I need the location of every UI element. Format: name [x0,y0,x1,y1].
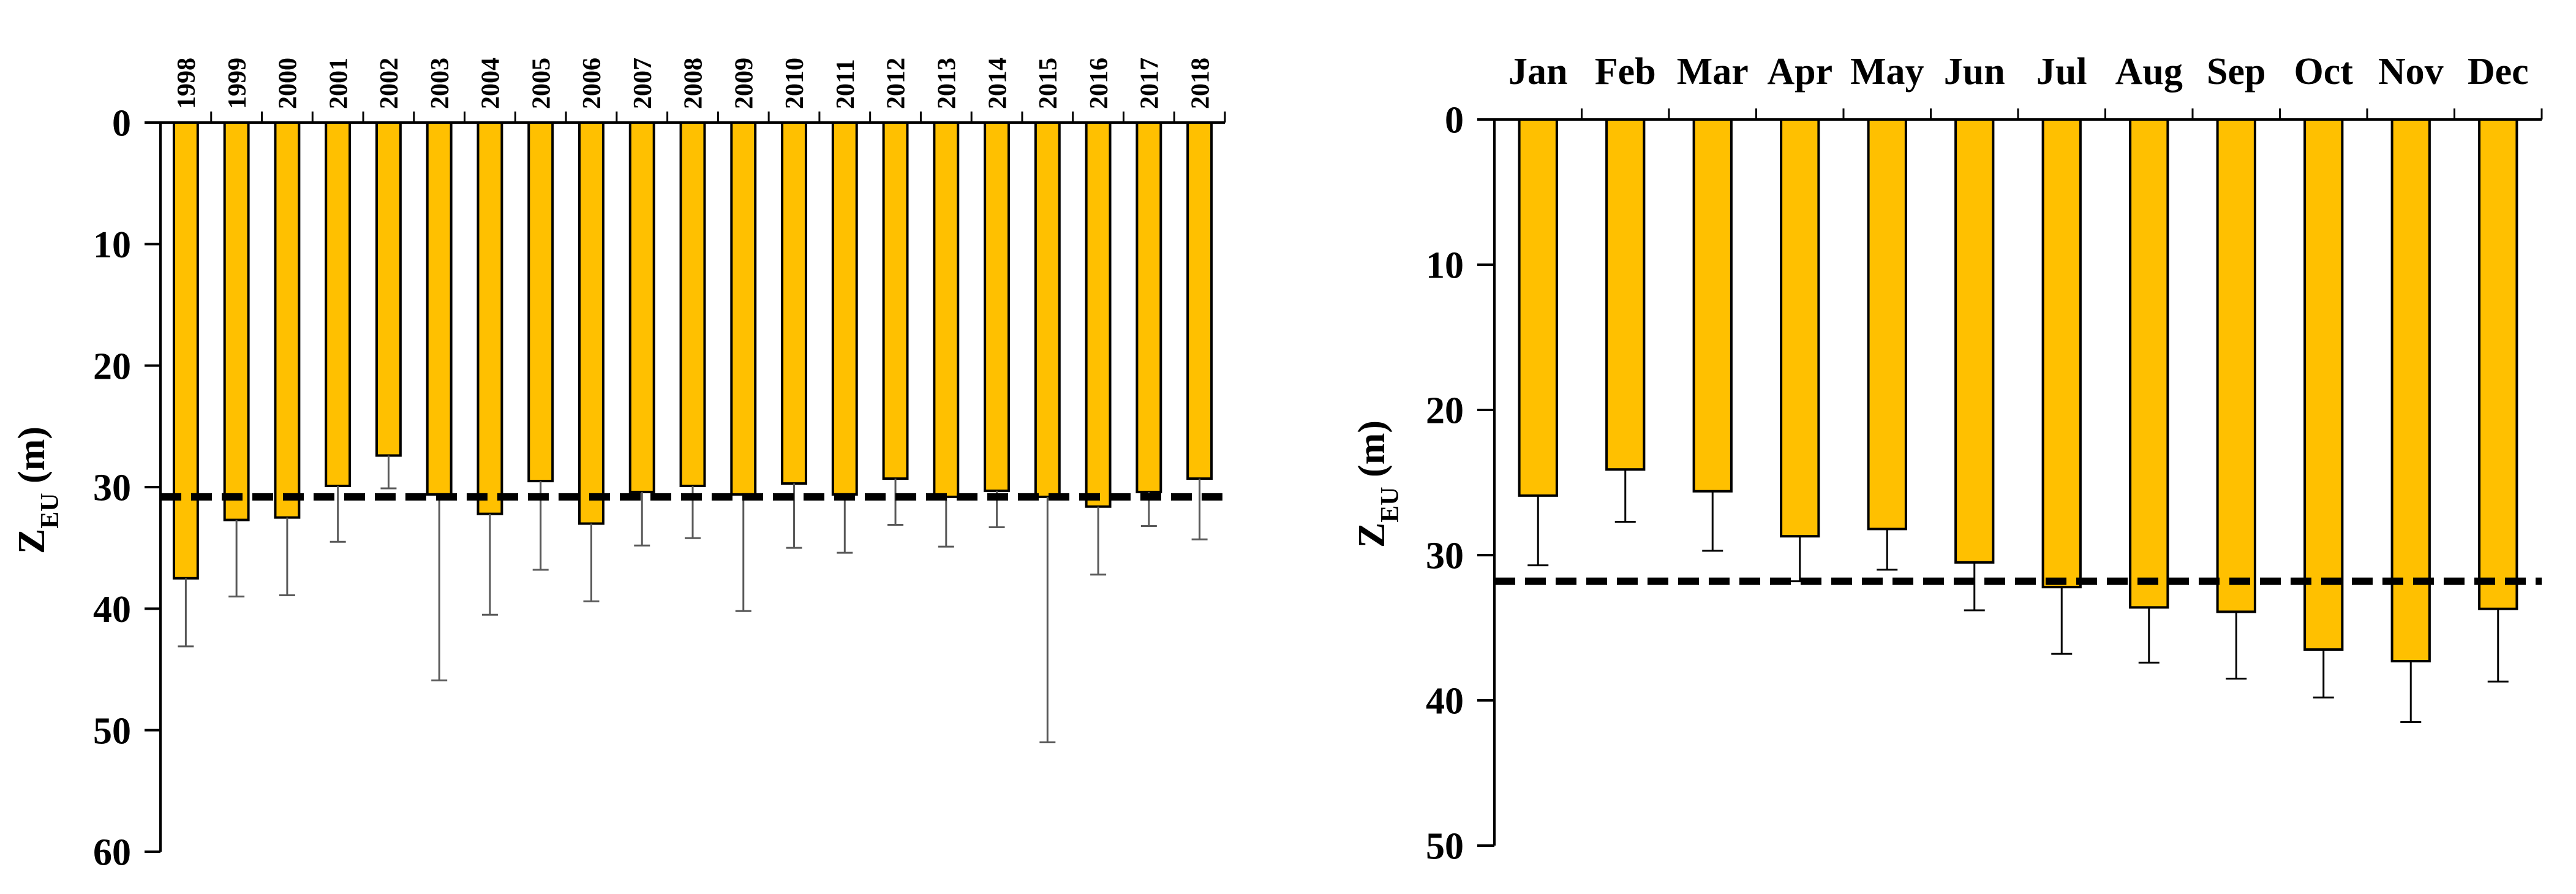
bar [578,121,604,525]
y-tick-label: 10 [93,224,131,266]
bar [831,121,858,496]
bar [172,121,199,580]
bar [984,121,1011,492]
x-tick-label: 2000 [274,58,303,109]
x-tick-label: 2002 [375,58,404,109]
x-tick-label: 2015 [1034,58,1063,109]
bar [1954,118,1995,564]
bar [679,121,706,488]
x-tick-label: Jan [1508,51,1567,93]
x-tick-label: Dec [2468,51,2529,93]
bar [1135,121,1162,493]
bar [1186,121,1213,480]
x-tick-label: Nov [2378,51,2444,93]
bar [2041,118,2082,589]
bar [628,121,655,493]
bar [1867,118,1907,531]
x-tick-label: Feb [1595,51,1656,93]
x-tick-label: 2011 [832,59,860,109]
x-tick-label: Aug [2115,51,2183,93]
x-tick-label: May [1850,51,1924,93]
x-tick-label: 2005 [527,58,555,109]
x-tick-label: Apr [1767,51,1832,93]
x-tick-label: 2006 [578,58,606,109]
y-tick-label: 40 [93,589,131,631]
x-tick-label: 2001 [325,58,353,109]
x-tick-label: 2013 [933,58,962,109]
x-tick-label: 2014 [984,58,1012,109]
x-tick-label: 2010 [781,58,809,109]
x-tick-label: Sep [2207,51,2265,93]
x-tick-label: 2008 [680,58,708,109]
x-tick-label: Jun [1944,51,2005,93]
bar [2478,118,2518,610]
bar [2216,118,2256,613]
x-tick-label: 1998 [173,58,201,109]
bar [933,121,960,498]
bar [1085,121,1112,508]
bar [1518,118,1558,497]
x-tick-label: Mar [1677,51,1749,93]
chart-annual-zeu: 0 10 20 30 40 50 60 1998 1999 2000 2001 2002 2003 200… [11,58,1226,874]
bar [223,121,250,521]
y-axis-label: ZEU (m) [11,426,64,554]
bar [730,121,757,496]
x-tick-label: 2007 [629,58,657,109]
bar [1605,118,1646,471]
y-tick-label: 50 [93,710,131,752]
y-tick-label: 20 [1426,390,1464,432]
y-tick-label: 20 [93,346,131,387]
x-tick-label: 1999 [224,58,252,109]
bar [1780,118,1820,538]
y-tick-label: 30 [93,468,131,509]
bar [882,121,909,480]
bar [426,121,453,496]
bar [1034,121,1061,498]
x-tick-label: 2018 [1186,58,1215,109]
x-tick-label: Jul [2036,51,2087,93]
x-tick-label: 2017 [1136,58,1164,109]
bar [476,121,503,515]
bar [2390,118,2431,663]
x-tick-label: 2004 [477,58,505,109]
x-tick-label: Oct [2294,51,2354,93]
x-tick-label: 2016 [1085,58,1113,109]
bar [375,121,402,457]
y-tick-label: 0 [112,103,131,145]
chart-monthly-zeu: 0 10 20 30 40 50 Jan Feb Mar Apr May Jun Jul Aug Sep Oc… [1351,51,2543,868]
bar [2303,118,2344,651]
x-tick-label: 2003 [426,58,454,109]
x-tick-label: 2012 [883,58,911,109]
y-tick-label: 40 [1426,681,1464,722]
bar [1692,118,1733,493]
x-tick-label: 2009 [730,58,758,109]
y-tick-label: 30 [1426,536,1464,577]
bar [781,121,807,485]
y-tick-label: 50 [1426,826,1464,868]
bar [527,121,554,483]
y-tick-label: 60 [93,832,131,874]
y-axis-label: ZEU (m) [1351,420,1404,548]
y-tick-label: 10 [1426,245,1464,287]
bar [325,121,352,488]
bar [2129,118,2169,609]
bar [274,121,301,519]
y-tick-label: 0 [1445,100,1464,142]
